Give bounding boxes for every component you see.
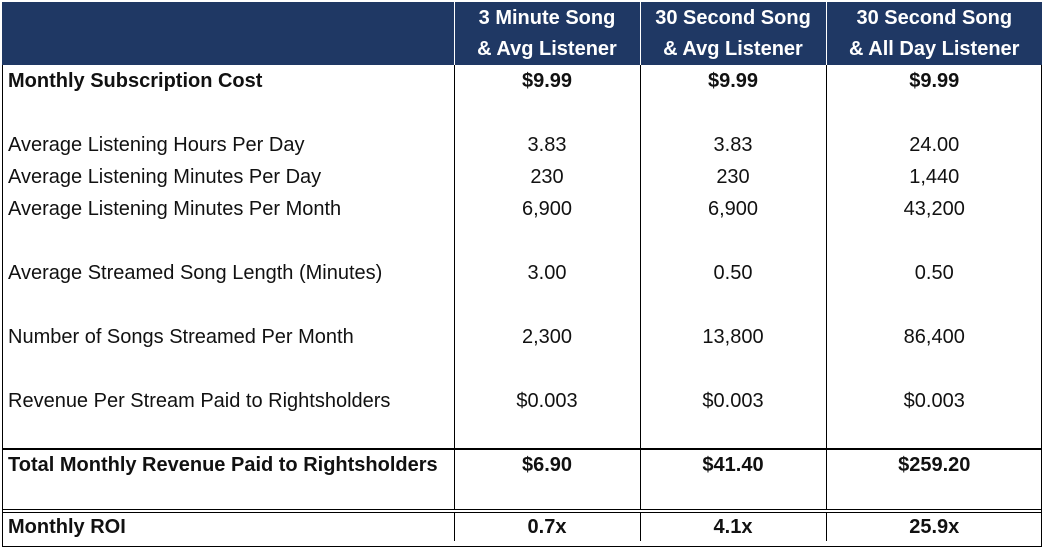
- cell-value: 3.00: [454, 257, 641, 289]
- row-label: Monthly ROI: [2, 509, 455, 541]
- cell-value: $41.40: [640, 448, 827, 481]
- header-line: 3 Minute Song: [478, 6, 616, 29]
- header-line: & Avg Listener: [477, 37, 617, 60]
- cell-value: $259.20: [826, 448, 1042, 481]
- row-label: Number of Songs Streamed Per Month: [2, 321, 455, 353]
- row-hours-per-day: Average Listening Hours Per Day 3.83 3.8…: [2, 129, 1042, 161]
- cell-value: $9.99: [909, 69, 960, 92]
- cell-value: 25.9x: [826, 509, 1042, 541]
- header-col-3min-avg: 3 Minute Song & Avg Listener: [454, 2, 641, 65]
- cell-value: 6,900: [640, 193, 827, 225]
- cell-value: $9.99: [640, 65, 827, 97]
- row-subscription-cost: Monthly Subscription Cost $9.99 $9.99 $9…: [2, 65, 1042, 97]
- spacer-row: [2, 417, 1042, 449]
- cell-value: $0.003: [640, 385, 827, 417]
- row-monthly-roi: Monthly ROI 0.7x 4.1x 25.9x: [2, 509, 1042, 541]
- streaming-revenue-table: 3 Minute Song & Avg Listener 30 Second S…: [2, 2, 1042, 541]
- row-total-monthly-revenue: Total Monthly Revenue Paid to Rightshold…: [2, 448, 1042, 481]
- header-line: 30 Second Song: [856, 6, 1013, 29]
- cell-value: 43,200: [903, 197, 965, 220]
- cell-value: 6,900: [454, 193, 641, 225]
- row-label: Average Streamed Song Length (Minutes): [2, 257, 455, 289]
- spacer-row: [2, 97, 1042, 129]
- spacer-row: [2, 289, 1042, 321]
- header-col-30sec-allday: 30 Second Song & All Day Listener: [826, 2, 1042, 65]
- cell-value: 0.50: [640, 257, 827, 289]
- row-label: Average Listening Minutes Per Day: [2, 161, 455, 193]
- row-label: Total Monthly Revenue Paid to Rightshold…: [2, 448, 455, 481]
- cell-value: 13,800: [640, 321, 827, 353]
- cell-value: 3.83: [640, 129, 827, 161]
- cell-value: 0.50: [914, 261, 954, 284]
- spacer-row: [2, 481, 1042, 511]
- header-col-30sec-avg: 30 Second Song & Avg Listener: [640, 2, 827, 65]
- cell-value: 1,440: [909, 165, 960, 188]
- cell-value: $9.99: [454, 65, 641, 97]
- row-revenue-per-stream: Revenue Per Stream Paid to Rightsholders…: [2, 385, 1042, 417]
- cell-value: 24.00: [909, 133, 960, 156]
- cell-value: 2,300: [454, 321, 641, 353]
- cell-value: 230: [640, 161, 827, 193]
- spacer-row: [2, 225, 1042, 257]
- row-label: Monthly Subscription Cost: [2, 65, 455, 97]
- row-label: Revenue Per Stream Paid to Rightsholders: [2, 385, 455, 417]
- cell-value: 4.1x: [640, 509, 827, 541]
- header-row: 3 Minute Song & Avg Listener 30 Second S…: [2, 2, 1042, 65]
- row-song-length: Average Streamed Song Length (Minutes) 3…: [2, 257, 1042, 289]
- row-label: Average Listening Minutes Per Month: [2, 193, 455, 225]
- row-label: Average Listening Hours Per Day: [2, 129, 455, 161]
- header-corner-cell: [2, 2, 455, 65]
- cell-value: 0.7x: [454, 509, 641, 541]
- cell-value: 86,400: [903, 325, 965, 348]
- cell-value: $0.003: [454, 385, 641, 417]
- header-line: 30 Second Song: [655, 6, 811, 29]
- row-minutes-per-day: Average Listening Minutes Per Day 230 23…: [2, 161, 1042, 193]
- cell-value: $0.003: [903, 389, 965, 412]
- cell-value: $6.90: [454, 448, 641, 481]
- row-songs-streamed: Number of Songs Streamed Per Month 2,300…: [2, 321, 1042, 353]
- row-minutes-per-month: Average Listening Minutes Per Month 6,90…: [2, 193, 1042, 225]
- cell-value: 230: [454, 161, 641, 193]
- header-line: & Avg Listener: [663, 37, 803, 60]
- header-line: & All Day Listener: [849, 37, 1020, 60]
- spacer-row: [2, 353, 1042, 385]
- cell-value: 3.83: [454, 129, 641, 161]
